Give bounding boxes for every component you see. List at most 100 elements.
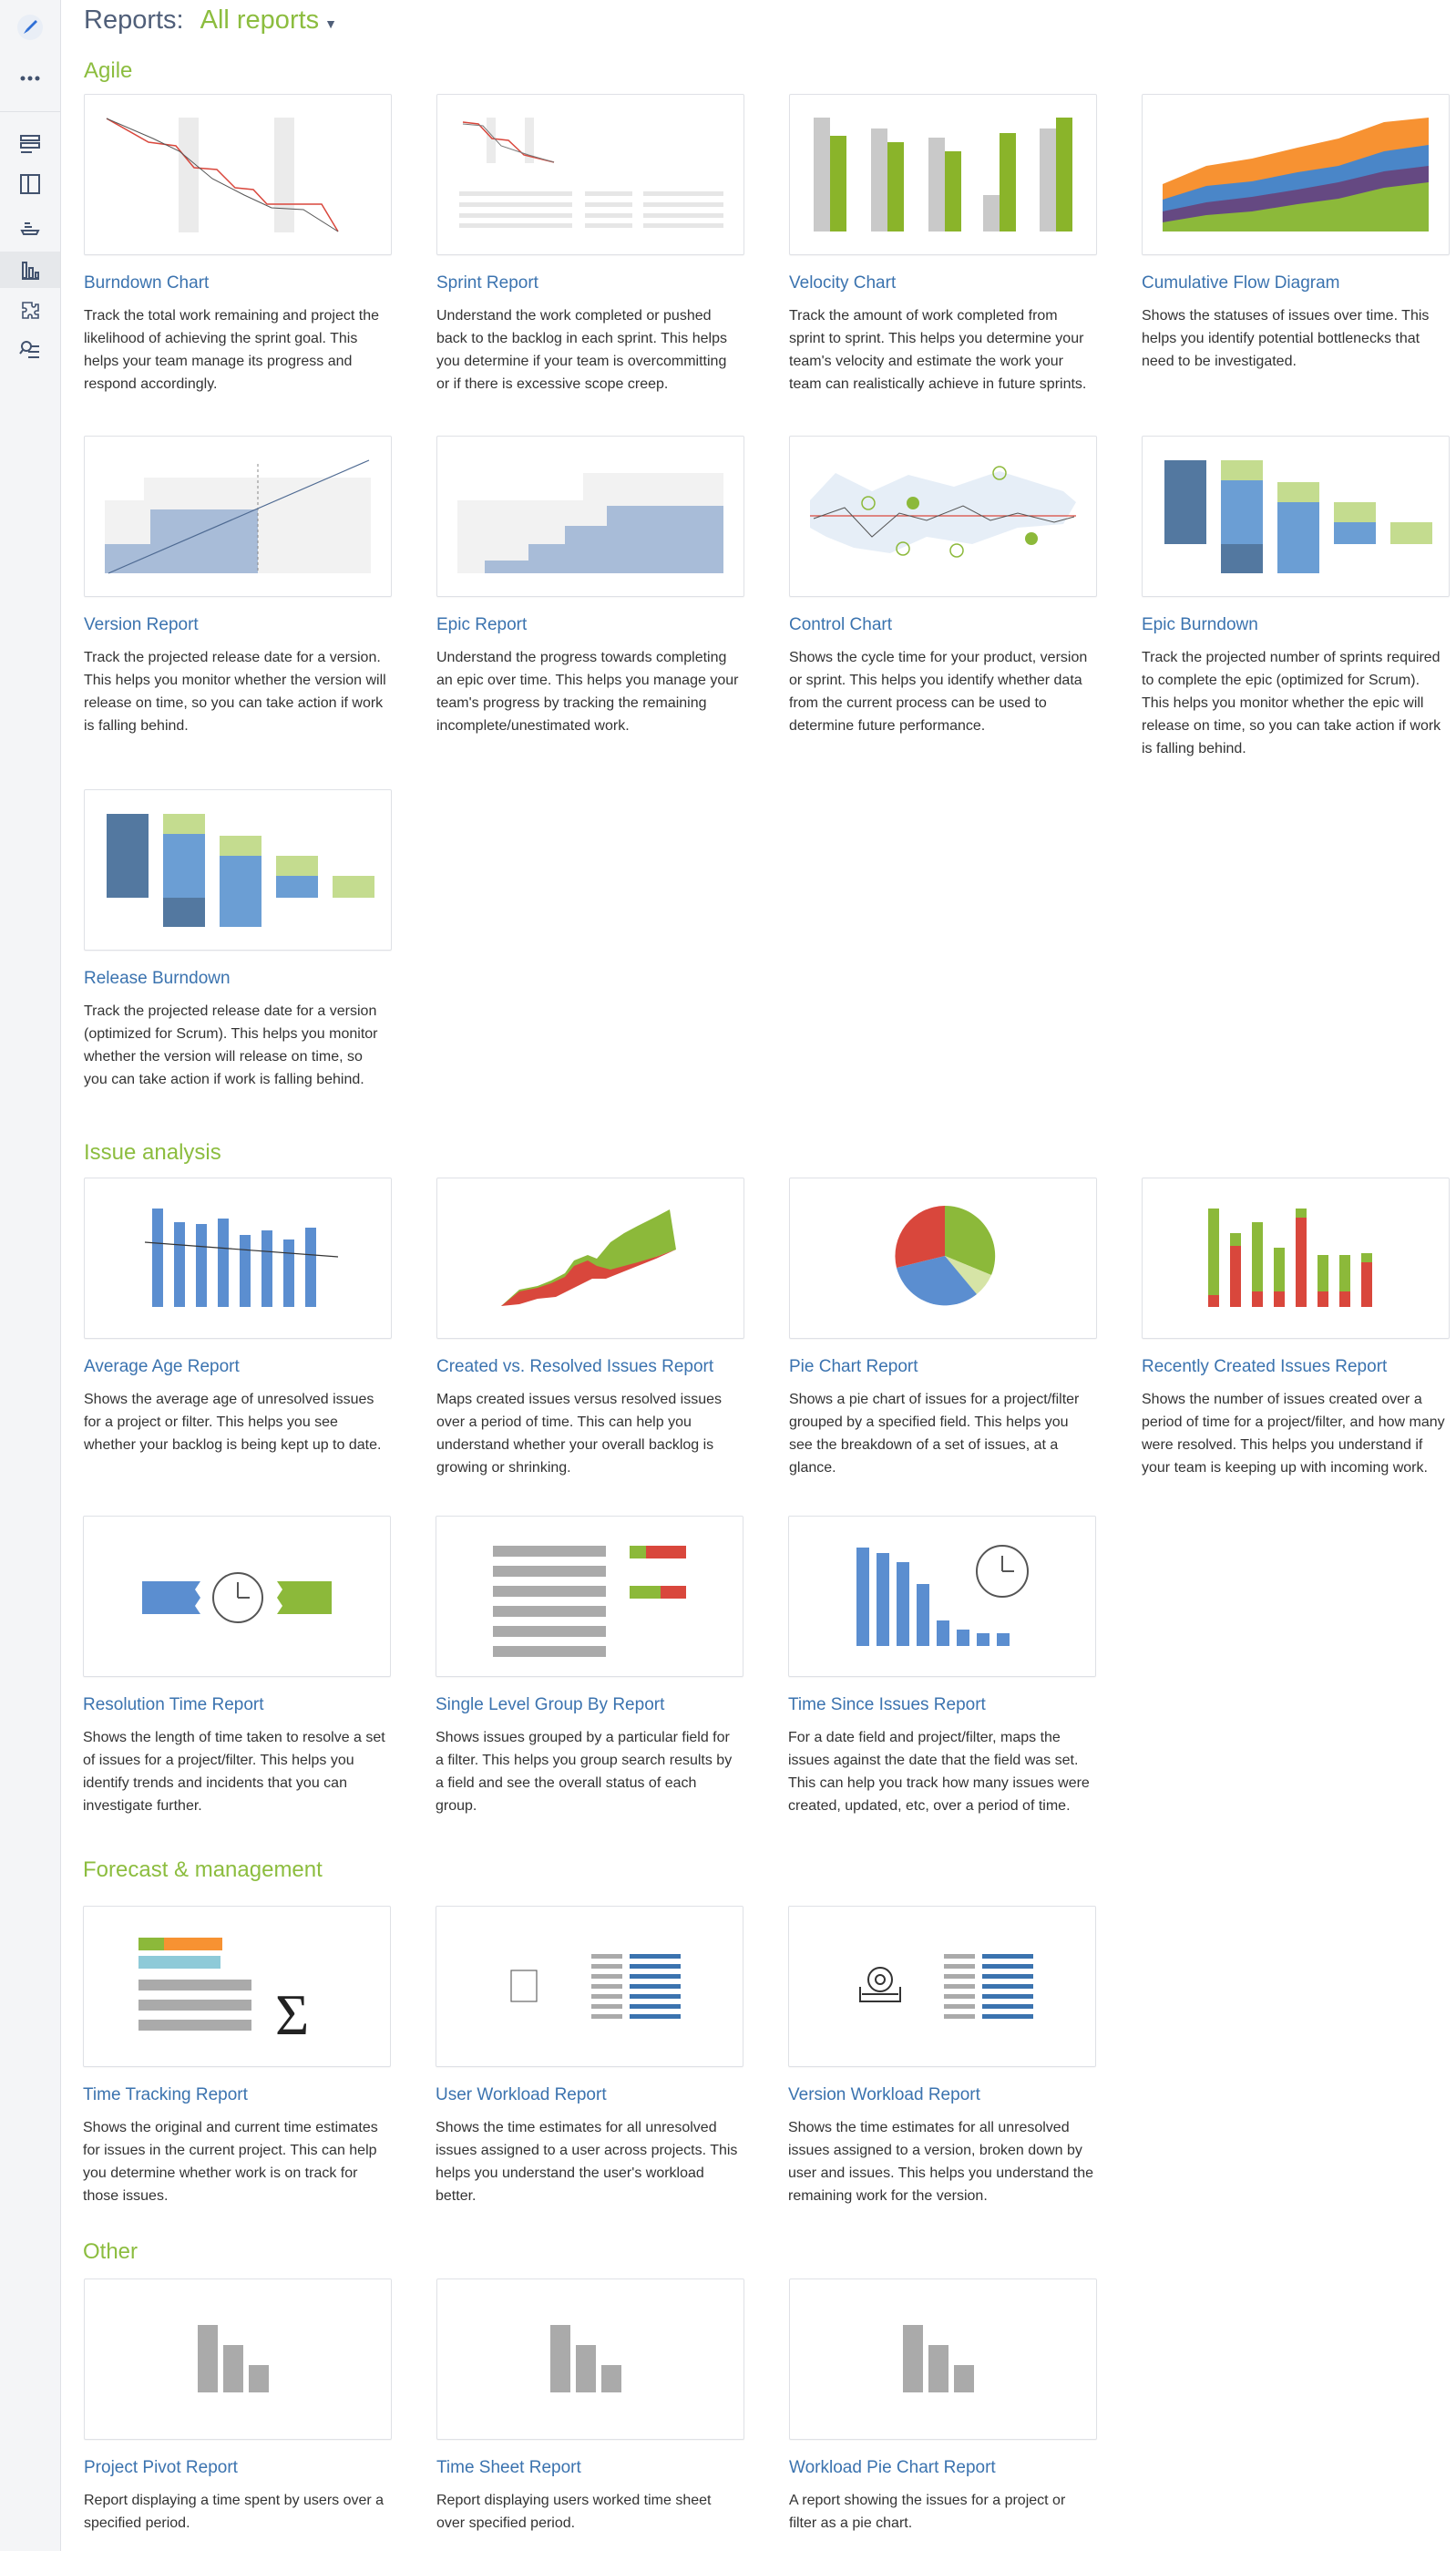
page-header: Reports: All reports ▼ — [84, 5, 337, 42]
report-link-user-workload[interactable]: User Workload Report — [436, 2085, 607, 2104]
version-workload-thumbnail[interactable] — [788, 1906, 1096, 2067]
pie-thumbnail[interactable] — [789, 1178, 1097, 1339]
report-desc-control: Shows the cycle time for your product, v… — [789, 650, 1088, 734]
section-title-other: Other — [83, 2239, 138, 2264]
report-link-workload-pie[interactable]: Workload Pie Chart Report — [789, 2458, 996, 2477]
single-level-thumbnail[interactable] — [436, 1516, 743, 1677]
report-card-average-age: Average Age Report Shows the average age… — [84, 1178, 392, 1456]
velocity-thumbnail[interactable] — [789, 94, 1097, 255]
control-thumbnail[interactable] — [789, 436, 1097, 597]
report-desc-epic-burndown: Track the projected number of sprints re… — [1142, 650, 1441, 756]
report-link-single-level[interactable]: Single Level Group By Report — [436, 1695, 665, 1714]
report-link-epic-burndown[interactable]: Epic Burndown — [1142, 615, 1258, 634]
report-link-cfd[interactable]: Cumulative Flow Diagram — [1142, 273, 1340, 293]
report-card-burndown: Burndown Chart Track the total work rema… — [84, 94, 392, 396]
cfd-thumbnail[interactable] — [1142, 94, 1450, 255]
report-link-release-burndown[interactable]: Release Burndown — [84, 969, 231, 988]
report-card-pie: Pie Chart Report Shows a pie chart of is… — [789, 1178, 1097, 1479]
more-icon[interactable] — [15, 64, 45, 93]
report-desc-workload-pie: A report showing the issues for a projec… — [789, 2493, 1066, 2531]
report-card-time-sheet: Time Sheet Report Report displaying user… — [436, 2278, 744, 2535]
report-card-single-level: Single Level Group By Report Shows issue… — [436, 1516, 743, 1817]
project-sidebar — [0, 0, 61, 2551]
report-link-velocity[interactable]: Velocity Chart — [789, 273, 897, 293]
report-card-created-resolved: Created vs. Resolved Issues Report Maps … — [436, 1178, 744, 1479]
project-pivot-thumbnail[interactable] — [84, 2278, 392, 2440]
report-desc-recently-created: Shows the number of issues created over … — [1142, 1392, 1445, 1476]
report-link-version[interactable]: Version Report — [84, 615, 199, 634]
report-card-epic: Epic Report Understand the progress towa… — [436, 436, 744, 737]
report-desc-project-pivot: Report displaying a time spent by users … — [84, 2493, 385, 2531]
report-card-time-since: Time Since Issues Report For a date fiel… — [788, 1516, 1096, 1817]
epic-thumbnail[interactable] — [436, 436, 744, 597]
report-card-velocity: Velocity Chart Track the amount of work … — [789, 94, 1097, 396]
report-link-sprint[interactable]: Sprint Report — [436, 273, 538, 293]
section-title-issue-analysis: Issue analysis — [84, 1140, 221, 1165]
recently-created-thumbnail[interactable] — [1142, 1178, 1450, 1339]
report-card-project-pivot: Project Pivot Report Report displaying a… — [84, 2278, 392, 2535]
report-link-control[interactable]: Control Chart — [789, 615, 892, 634]
report-desc-average-age: Shows the average age of unresolved issu… — [84, 1392, 382, 1453]
report-card-recently-created: Recently Created Issues Report Shows the… — [1142, 1178, 1450, 1479]
version-thumbnail[interactable] — [84, 436, 392, 597]
time-since-thumbnail[interactable] — [788, 1516, 1096, 1677]
report-card-release-burndown: Release Burndown Track the projected rel… — [84, 789, 392, 1091]
report-link-time-sheet[interactable]: Time Sheet Report — [436, 2458, 581, 2477]
report-desc-cfd: Shows the statuses of issues over time. … — [1142, 308, 1430, 369]
report-link-resolution-time[interactable]: Resolution Time Report — [83, 1695, 264, 1714]
report-desc-single-level: Shows issues grouped by a particular fie… — [436, 1730, 733, 1814]
backlog-icon[interactable] — [15, 129, 45, 159]
report-link-pie[interactable]: Pie Chart Report — [789, 1357, 918, 1376]
time-sheet-thumbnail[interactable] — [436, 2278, 744, 2440]
report-card-control: Control Chart Shows the cycle time for y… — [789, 436, 1097, 737]
issues-search-icon[interactable] — [15, 335, 45, 365]
report-link-epic[interactable]: Epic Report — [436, 615, 528, 634]
report-desc-velocity: Track the amount of work completed from … — [789, 308, 1087, 392]
svg-text:Σ: Σ — [275, 1982, 309, 2047]
epic-burndown-thumbnail[interactable] — [1142, 436, 1450, 597]
report-desc-created-resolved: Maps created issues versus resolved issu… — [436, 1392, 723, 1476]
report-card-workload-pie: Workload Pie Chart Report A report showi… — [789, 2278, 1097, 2535]
report-link-burndown[interactable]: Burndown Chart — [84, 273, 210, 293]
report-link-project-pivot[interactable]: Project Pivot Report — [84, 2458, 238, 2477]
report-link-version-workload[interactable]: Version Workload Report — [788, 2085, 980, 2104]
report-card-version: Version Report Track the projected relea… — [84, 436, 392, 737]
sprint-thumbnail[interactable] — [436, 94, 744, 255]
report-card-epic-burndown: Epic Burndown Track the projected number… — [1142, 436, 1450, 760]
time-tracking-thumbnail[interactable]: Σ — [83, 1906, 391, 2067]
report-card-sprint: Sprint Report Understand the work comple… — [436, 94, 744, 396]
report-desc-release-burndown: Track the projected release date for a v… — [84, 1003, 378, 1087]
report-filter-dropdown[interactable]: All reports — [200, 5, 320, 35]
report-desc-burndown: Track the total work remaining and proje… — [84, 308, 380, 392]
average-age-thumbnail[interactable] — [84, 1178, 392, 1339]
burndown-thumbnail[interactable] — [84, 94, 392, 255]
report-desc-user-workload: Shows the time estimates for all unresol… — [436, 2120, 738, 2204]
report-link-average-age[interactable]: Average Age Report — [84, 1357, 240, 1376]
report-card-version-workload: Version Workload Report Shows the time e… — [788, 1906, 1096, 2207]
report-desc-time-tracking: Shows the original and current time esti… — [83, 2120, 378, 2204]
report-card-resolution-time: Resolution Time Report Shows the length … — [83, 1516, 391, 1817]
rocket-icon[interactable] — [15, 13, 45, 42]
created-resolved-thumbnail[interactable] — [436, 1178, 744, 1339]
report-desc-sprint: Understand the work completed or pushed … — [436, 308, 727, 392]
report-desc-version-workload: Shows the time estimates for all unresol… — [788, 2120, 1094, 2204]
release-burndown-thumbnail[interactable] — [84, 789, 392, 951]
releases-icon[interactable] — [15, 211, 45, 241]
components-icon[interactable] — [15, 295, 45, 324]
workload-pie-thumbnail[interactable] — [789, 2278, 1097, 2440]
reports-icon[interactable] — [0, 252, 60, 288]
report-link-time-tracking[interactable]: Time Tracking Report — [83, 2085, 248, 2104]
report-link-created-resolved[interactable]: Created vs. Resolved Issues Report — [436, 1357, 714, 1376]
board-icon[interactable] — [15, 170, 45, 199]
section-title-forecast: Forecast & management — [83, 1857, 323, 1882]
user-workload-thumbnail[interactable] — [436, 1906, 743, 2067]
report-link-recently-created[interactable]: Recently Created Issues Report — [1142, 1357, 1388, 1376]
report-link-time-since[interactable]: Time Since Issues Report — [788, 1695, 986, 1714]
page-title: Reports: — [84, 5, 184, 35]
report-desc-resolution-time: Shows the length of time taken to resolv… — [83, 1730, 385, 1814]
chevron-down-icon[interactable]: ▼ — [324, 16, 338, 31]
resolution-time-thumbnail[interactable] — [83, 1516, 391, 1677]
report-desc-time-since: For a date field and project/filter, map… — [788, 1730, 1090, 1814]
report-card-cfd: Cumulative Flow Diagram Shows the status… — [1142, 94, 1450, 373]
report-card-time-tracking: Σ Time Tracking Report Shows the origina… — [83, 1906, 391, 2207]
